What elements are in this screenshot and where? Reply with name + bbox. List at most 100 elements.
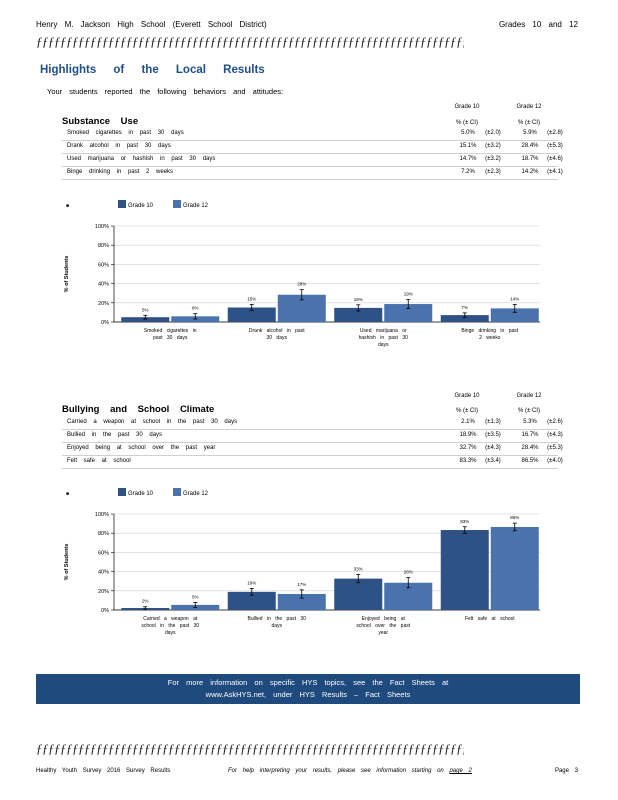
- col-sub-grade12: % (± CI): [518, 120, 540, 126]
- x-tick-label: Enjoyed being at: [362, 616, 406, 622]
- x-tick-label: Binge drinking in past: [461, 328, 518, 334]
- grades-label: Grades 10 and 12: [498, 20, 578, 29]
- x-tick-label: 2 weeks: [479, 335, 501, 341]
- data-label: 83%: [460, 519, 469, 524]
- grade10-value: 15.1%: [459, 143, 477, 149]
- bar: [334, 578, 383, 610]
- grade12-value: 14.2%: [521, 169, 539, 175]
- grade10-value: 5.0%: [461, 130, 475, 136]
- fact-sheets-banner: For more information on specific HYS top…: [36, 674, 580, 704]
- y-tick-label: 80%: [98, 531, 109, 537]
- footer-page-link[interactable]: page 2: [449, 768, 472, 774]
- grade12-ci: (±4.6): [547, 156, 563, 162]
- table-row: Bullied in the past 30 days 18.9% (±3.5)…: [62, 430, 563, 443]
- grade10-ci: (±1.3): [485, 419, 501, 425]
- x-tick-label: school over the past: [356, 623, 410, 629]
- grade10-value: 2.1%: [461, 419, 475, 425]
- grade12-value: 16.7%: [521, 432, 539, 438]
- y-tick-label: 100%: [95, 512, 109, 518]
- col-header-grade10: Grade 10: [454, 393, 480, 399]
- grade10-ci: (±2.3): [485, 169, 501, 175]
- y-axis-label: % of Students: [64, 256, 70, 293]
- row-label: Binge drinking in past 2 weeks: [67, 169, 174, 175]
- legend-swatch: [173, 488, 181, 496]
- row-label: Used marijuana or hashish in past 30 day…: [67, 156, 216, 162]
- grade12-ci: (±5.3): [547, 143, 563, 149]
- x-tick-label: past 30 days: [153, 335, 188, 341]
- grade10-ci: (±3.2): [485, 143, 501, 149]
- legend-label: Grade 10: [128, 491, 154, 497]
- grade12-ci: (±4.1): [547, 169, 563, 175]
- x-tick-label: Carried a weapon at: [143, 616, 198, 622]
- banner-line-1: For more information on specific HYS top…: [167, 678, 449, 687]
- page-number: Page 3: [554, 768, 578, 774]
- bar: [440, 315, 489, 322]
- x-tick-label: days: [165, 630, 176, 636]
- decorative-divider-bottom: ƒƒƒƒƒƒƒƒƒƒƒƒƒƒƒƒƒƒƒƒƒƒƒƒƒƒƒƒƒƒƒƒƒƒƒƒƒƒƒƒ…: [36, 741, 464, 756]
- y-tick-label: 80%: [98, 243, 109, 249]
- y-tick-label: 40%: [98, 282, 109, 288]
- data-label: 86%: [510, 515, 519, 520]
- row-label: Enjoyed being at school over the past ye…: [67, 445, 216, 451]
- legend-swatch: [118, 488, 126, 496]
- table-row: Binge drinking in past 2 weeks 7.2% (±2.…: [62, 167, 563, 180]
- legend-label: Grade 12: [183, 491, 209, 497]
- data-label: 5%: [192, 594, 199, 599]
- legend-marker: ■: [66, 491, 69, 497]
- bar: [121, 317, 170, 322]
- row-label: Carried a weapon at school in the past 3…: [67, 419, 238, 425]
- grade10-value: 83.3%: [459, 458, 477, 464]
- y-tick-label: 0%: [101, 608, 109, 614]
- section-heading-bullying: Bullying and School Climate: [62, 404, 215, 415]
- grade12-ci: (±2.6): [547, 419, 563, 425]
- bar: [490, 308, 539, 322]
- bar: [440, 530, 489, 610]
- school-name: Henry M. Jackson High School (Everett Sc…: [36, 20, 267, 29]
- y-tick-label: 60%: [98, 262, 109, 268]
- row-label: Smoked cigarettes in past 30 days: [67, 130, 184, 136]
- y-tick-label: 100%: [95, 224, 109, 230]
- col-sub-grade12: % (± CI): [518, 408, 540, 414]
- data-label: 7%: [461, 305, 468, 310]
- x-tick-label: Smoked cigarettes in: [144, 328, 197, 334]
- row-label: Felt safe at school: [67, 458, 131, 464]
- col-header-grade12: Grade 12: [516, 393, 542, 399]
- substance-use-chart: Grade 10 Grade 12 ■ % of Students 0% 20% 40% 60…: [64, 200, 540, 348]
- x-tick-label: 30 days: [266, 335, 287, 341]
- table-row: Used marijuana or hashish in past 30 day…: [62, 154, 563, 167]
- section-heading-substance: Substance Use: [62, 116, 139, 127]
- table-row: Felt safe at school 83.3% (±3.4) 86.5% (…: [62, 456, 563, 469]
- grade12-value: 5.3%: [523, 419, 537, 425]
- y-axis-label: % of Students: [64, 544, 70, 581]
- page-title: Highlights of the Local Results: [40, 64, 265, 76]
- grade12-ci: (±5.3): [547, 445, 563, 451]
- col-sub-grade10: % (± CI): [456, 120, 478, 126]
- grade10-value: 18.9%: [459, 432, 477, 438]
- legend-swatch: [173, 200, 181, 208]
- data-label: 17%: [297, 582, 306, 587]
- banner-line-2: www.AskHYS.net, under HYS Results – Fact…: [205, 690, 411, 699]
- data-label: 14%: [510, 296, 519, 301]
- grade12-ci: (±4.0): [547, 458, 563, 464]
- legend-label: Grade 12: [183, 203, 209, 209]
- grade10-ci: (±3.2): [485, 156, 501, 162]
- legend-label: Grade 10: [128, 203, 154, 209]
- data-label: 19%: [404, 292, 413, 297]
- data-label: 15%: [354, 297, 363, 302]
- footer-survey-name: Healthy Youth Survey 2016 Survey Results: [36, 768, 171, 774]
- bar: [277, 593, 326, 610]
- data-label: 28%: [297, 282, 306, 287]
- y-tick-label: 0%: [101, 320, 109, 326]
- legend-marker: ■: [66, 203, 69, 209]
- grade12-ci: (±4.3): [547, 432, 563, 438]
- bar: [384, 304, 433, 322]
- x-tick-label: school in the past 30: [141, 623, 199, 629]
- y-tick-label: 60%: [98, 550, 109, 556]
- col-sub-grade10: % (± CI): [456, 408, 478, 414]
- bar: [334, 307, 383, 322]
- grade12-value: 86.5%: [521, 458, 539, 464]
- grade10-value: 14.7%: [459, 156, 477, 162]
- bullying-climate-chart: Grade 10 Grade 12 ■ % of Students 0% 20% 40% 60…: [64, 488, 540, 636]
- bar: [227, 307, 276, 322]
- grade10-value: 32.7%: [459, 445, 477, 451]
